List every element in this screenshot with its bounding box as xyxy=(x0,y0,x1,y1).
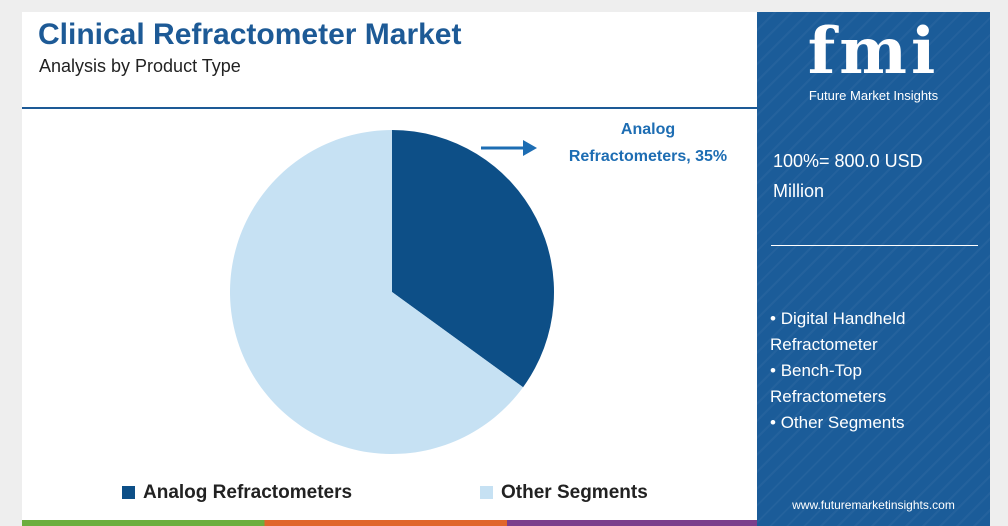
segment-item: Other Segments xyxy=(770,410,980,436)
segment-item: Digital Handheld Refractometer xyxy=(770,306,980,358)
legend-label: Analog Refractometers xyxy=(143,482,352,503)
chart-subtitle: Analysis by Product Type xyxy=(39,56,241,76)
legend-swatch xyxy=(480,486,493,499)
market-total: 100%= 800.0 USD Million xyxy=(773,151,923,201)
pie-slice xyxy=(392,130,554,388)
divider xyxy=(771,245,978,246)
segment-list: Digital Handheld RefractometerBench-Top … xyxy=(770,306,980,436)
legend-swatch xyxy=(122,486,135,499)
chart: Clinical Refractometer Market Analysis b… xyxy=(22,18,757,503)
legend-label: Other Segments xyxy=(501,482,648,503)
data-label: Analog Refractometers, 35% xyxy=(568,121,728,165)
color-strip xyxy=(22,520,757,526)
website: www.futuremarketinsights.com xyxy=(792,498,955,512)
segment-item: Bench-Top Refractometers xyxy=(770,358,980,410)
sidebar: fmi Future Market Insights 100%= 800.0 U… xyxy=(757,12,990,526)
logo: fmi xyxy=(807,14,940,89)
pie-slice xyxy=(229,130,524,454)
label-arrowhead xyxy=(523,140,537,156)
brand: Future Market Insights xyxy=(808,88,939,103)
chart-title: Clinical Refractometer Market xyxy=(38,18,462,51)
